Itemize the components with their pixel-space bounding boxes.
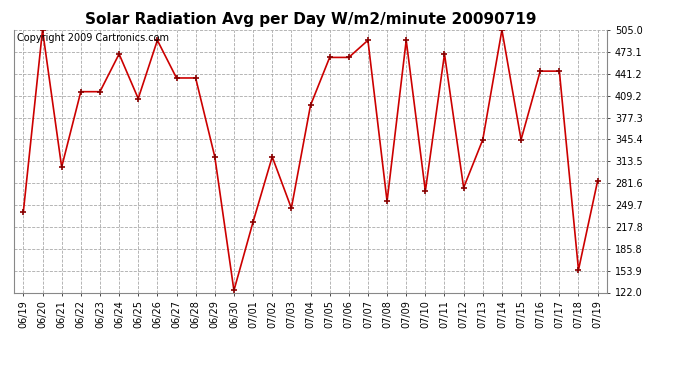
Text: Copyright 2009 Cartronics.com: Copyright 2009 Cartronics.com bbox=[17, 33, 169, 43]
Title: Solar Radiation Avg per Day W/m2/minute 20090719: Solar Radiation Avg per Day W/m2/minute … bbox=[85, 12, 536, 27]
